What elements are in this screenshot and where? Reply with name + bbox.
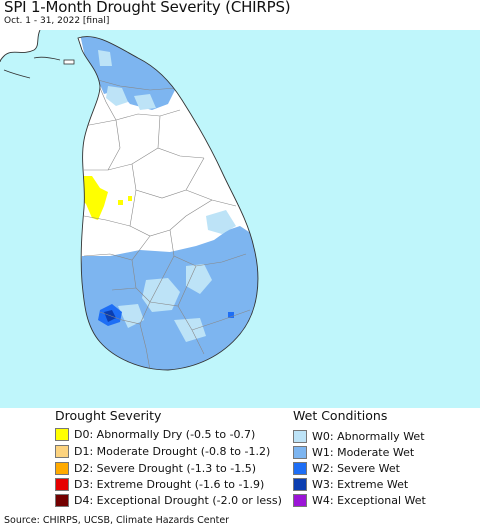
district-boundaries [83, 79, 251, 371]
india-landmass [0, 30, 40, 62]
legend-swatch-w0 [293, 430, 307, 443]
dry-spot-1 [118, 200, 123, 205]
legend-swatch-d3 [55, 478, 69, 491]
adams-bridge-islands [3, 56, 61, 79]
legend-swatch-d0 [55, 428, 69, 441]
abnormally-wet-north-3 [98, 50, 112, 66]
drought-map [0, 30, 480, 408]
legend-label-d2: D2: Severe Drought (-1.3 to -1.5) [74, 462, 257, 475]
legend-swatch-d4 [55, 494, 69, 507]
legend-item-w2: W2: Severe Wet [293, 461, 400, 476]
legend-label-w3: W3: Extreme Wet [312, 478, 409, 491]
legend-item-w3: W3: Extreme Wet [293, 477, 408, 492]
abnormally-wet-south-2 [186, 264, 212, 294]
legend-item-d4: D4: Exceptional Drought (-2.0 or less) [55, 493, 282, 508]
india-coastline [0, 30, 41, 63]
legend-swatch-w2 [293, 462, 307, 475]
map-subtitle: Oct. 1 - 31, 2022 [final] [4, 16, 110, 26]
legend-label-w0: W0: Abnormally Wet [312, 430, 425, 443]
legend-label-w1: W1: Moderate Wet [312, 446, 415, 459]
extreme-wet-southwest [104, 310, 116, 322]
severe-wet-east-spot [228, 312, 234, 318]
drought-legend-title: Drought Severity [55, 408, 162, 423]
abnormally-wet-east [206, 210, 236, 234]
legend-item-d2: D2: Severe Drought (-1.3 to -1.5) [55, 461, 256, 476]
legend-item-w4: W4: Exceptional Wet [293, 493, 426, 508]
legend-item-d3: D3: Extreme Drought (-1.6 to -1.9) [55, 477, 264, 492]
abnormally-wet-south-1 [142, 278, 180, 312]
legend-item-d1: D1: Moderate Drought (-0.8 to -1.2) [55, 444, 270, 459]
legend-swatch-w1 [293, 446, 307, 459]
legend-label-w2: W2: Severe Wet [312, 462, 400, 475]
map-title: SPI 1-Month Drought Severity (CHIRPS) [4, 0, 291, 16]
sri-lanka-coastline [77, 36, 259, 371]
legend-swatch-d1 [55, 445, 69, 458]
legend-swatch-w3 [293, 478, 307, 491]
abnormally-wet-north-1 [106, 86, 128, 106]
legend-item-w1: W1: Moderate Wet [293, 445, 414, 460]
abnormally-wet-southeast [174, 318, 206, 342]
legend-label-d3: D3: Extreme Drought (-1.6 to -1.9) [74, 478, 265, 491]
legend-label-d4: D4: Exceptional Drought (-2.0 or less) [74, 494, 282, 507]
wet-legend-title: Wet Conditions [293, 408, 388, 423]
abnormally-wet-south-3 [118, 304, 144, 328]
dry-zone-west [80, 176, 108, 220]
dry-spot-2 [128, 196, 132, 201]
source-credit: Source: CHIRPS, UCSB, Climate Hazards Ce… [4, 515, 230, 526]
legend-label-w4: W4: Exceptional Wet [312, 494, 426, 507]
legend-label-d1: D1: Moderate Drought (-0.8 to -1.2) [74, 445, 271, 458]
legend-swatch-w4 [293, 494, 307, 507]
mannar-island [63, 59, 75, 65]
legend-item-d0: D0: Abnormally Dry (-0.5 to -0.7) [55, 427, 255, 442]
abnormally-wet-north-2 [134, 94, 156, 110]
legend-label-d0: D0: Abnormally Dry (-0.5 to -0.7) [74, 428, 256, 441]
legend-item-w0: W0: Abnormally Wet [293, 429, 425, 444]
legend-swatch-d2 [55, 462, 69, 475]
